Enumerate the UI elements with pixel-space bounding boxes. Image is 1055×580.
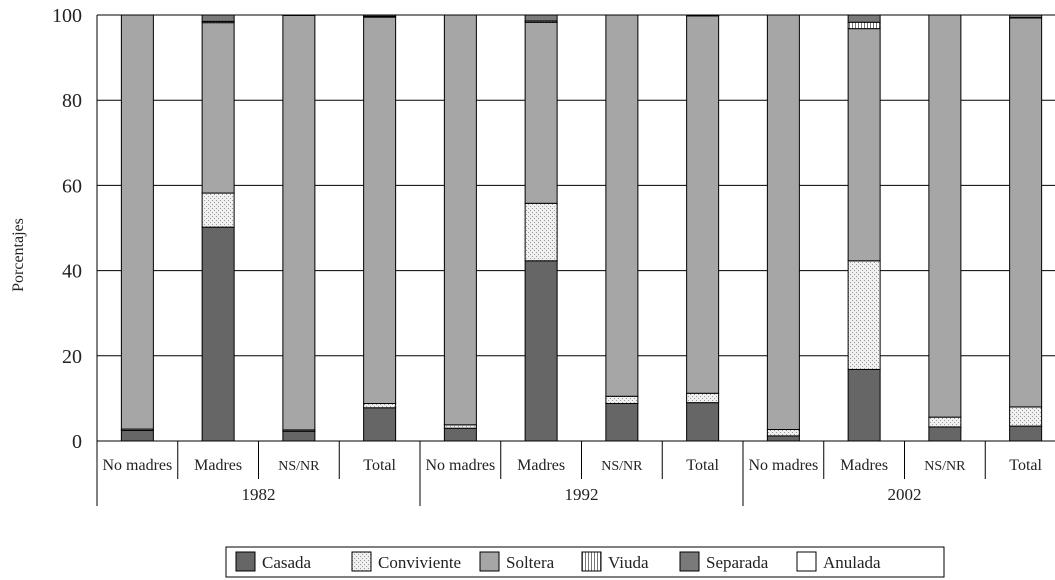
y-axis-label: Porcentajes [10, 218, 27, 292]
bar-segment-soltera [120, 14, 154, 430]
bar-segment-casada [282, 430, 316, 442]
bar-segment-conviviente [1009, 406, 1043, 427]
bar-segment-casada [120, 429, 154, 442]
axes: 0 20 40 60 80 100 No madres Madres NS/NR Total No … [52, 5, 1043, 506]
bar-segment-soltera [605, 14, 639, 397]
legend-swatch [581, 551, 602, 572]
bar-segment-conviviente [847, 260, 881, 370]
bar-segment-casada [201, 226, 235, 442]
bar-segment-casada [686, 402, 720, 442]
legend-label: Conviviente [378, 553, 461, 572]
bars [120, 14, 1043, 442]
x-category-label: Total [363, 457, 396, 474]
legend-swatch [479, 551, 500, 572]
x-category-label: No madres [748, 457, 818, 474]
bar-segment-viuda [847, 21, 881, 30]
legend-swatch [679, 551, 700, 572]
x-category-label: NS/NR [924, 459, 966, 474]
x-category-label: NS/NR [278, 459, 320, 474]
bar-segment-casada [605, 403, 639, 442]
x-category-label: No madres [425, 457, 495, 474]
gridlines [97, 14, 1055, 442]
bar-segment-soltera [524, 21, 558, 204]
bar-segment-separada [201, 14, 235, 22]
bar-segment-soltera [847, 28, 881, 262]
bar-segment-conviviente [928, 416, 962, 428]
legend-label: Soltera [506, 553, 555, 572]
x-group-label: 1992 [565, 485, 599, 504]
y-tick-label: 20 [62, 346, 82, 368]
bar-segment-conviviente [443, 424, 477, 429]
bar-segment-soltera [201, 22, 235, 194]
bar-segment-separada [847, 14, 881, 23]
y-tick-label: 60 [62, 175, 82, 197]
y-tick-label: 40 [62, 261, 82, 283]
bar-segment-soltera [686, 15, 720, 394]
bar-segment-conviviente [766, 428, 800, 437]
legend-swatch [351, 551, 372, 572]
bar-segment-casada [363, 407, 397, 442]
bar-segment-casada [443, 427, 477, 442]
bar-segment-casada [1009, 425, 1043, 442]
bar-segment-conviviente [524, 202, 558, 262]
legend-swatch [796, 551, 817, 572]
y-tick-label: 100 [52, 5, 82, 27]
x-category-label: Total [686, 457, 719, 474]
bar-segment-conviviente [605, 395, 639, 405]
bar-segment-casada [928, 426, 962, 442]
bar-segment-soltera [363, 16, 397, 405]
legend-label: Casada [262, 553, 312, 572]
y-tick-label: 0 [72, 431, 82, 453]
x-category-label: Madres [194, 457, 242, 474]
bar-segment-soltera [282, 14, 316, 431]
x-group-label: 1982 [242, 485, 276, 504]
bar-segment-separada [363, 14, 397, 17]
x-category-label: No madres [102, 457, 172, 474]
legend-swatch [235, 551, 256, 572]
bar-segment-casada [524, 260, 558, 442]
bar-segment-soltera [1009, 17, 1043, 408]
bar-segment-conviviente [363, 403, 397, 409]
bar-segment-separada [524, 14, 558, 22]
x-category-label: Madres [517, 457, 565, 474]
legend-label: Viuda [608, 553, 649, 572]
legend-label: Separada [706, 553, 769, 572]
legend: Casada Conviviente Soltera Viuda Separada Anu… [225, 546, 945, 578]
bar-segment-casada [847, 368, 881, 442]
x-category-label: Total [1009, 457, 1042, 474]
legend-label: Anulada [823, 553, 881, 572]
bar-segment-soltera [928, 14, 962, 418]
x-category-label: Madres [840, 457, 888, 474]
bar-segment-soltera [443, 14, 477, 426]
x-category-label: NS/NR [601, 459, 643, 474]
bar-segment-casada [766, 435, 800, 442]
bar-segment-conviviente [686, 392, 720, 404]
y-tick-label: 80 [62, 90, 82, 112]
bar-segment-conviviente [201, 192, 235, 228]
bar-segment-separada [1009, 14, 1043, 19]
bar-segment-soltera [766, 14, 800, 430]
x-group-label: 2002 [888, 485, 922, 504]
